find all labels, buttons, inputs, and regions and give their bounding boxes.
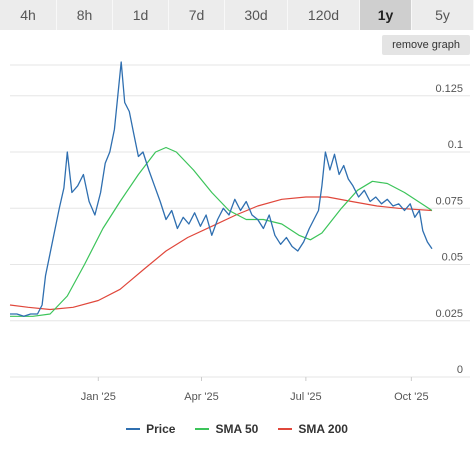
legend-label-price: Price <box>146 422 176 436</box>
tab-7d[interactable]: 7d <box>169 0 225 30</box>
y-tick-label: 0.05 <box>442 252 463 264</box>
legend-item-sma50[interactable]: SMA 50 <box>195 422 258 436</box>
legend-label-sma200: SMA 200 <box>298 422 348 436</box>
tab-8h[interactable]: 8h <box>57 0 113 30</box>
y-tick-label: 0.125 <box>435 83 463 95</box>
remove-graph-button[interactable]: remove graph <box>382 35 470 55</box>
legend-item-sma200[interactable]: SMA 200 <box>278 422 348 436</box>
x-tick-label: Jan '25 <box>81 391 116 403</box>
legend-label-sma50: SMA 50 <box>215 422 259 436</box>
tab-5y[interactable]: 5y <box>412 0 474 30</box>
x-tick-label: Jul '25 <box>290 391 321 403</box>
legend-item-price[interactable]: Price <box>126 422 175 436</box>
y-tick-label: 0.1 <box>448 139 463 151</box>
sma50-line-swatch <box>195 428 210 430</box>
price-line-swatch <box>126 428 141 430</box>
tab-1y[interactable]: 1y <box>360 0 412 30</box>
x-tick-label: Apr '25 <box>184 391 219 403</box>
tab-30d[interactable]: 30d <box>225 0 288 30</box>
price-chart: 0 0.025 0.05 0.075 0.1 0.125 Jan '25 Apr '25 Jul… <box>9 61 470 403</box>
chart-legend: Price SMA 50 SMA 200 <box>0 420 474 438</box>
y-tick-label: 0.075 <box>435 195 463 207</box>
x-tick-label: Oct '25 <box>394 391 429 403</box>
tab-120d[interactable]: 120d <box>288 0 360 30</box>
sma50-line <box>10 146 433 317</box>
tab-1d[interactable]: 1d <box>113 0 169 30</box>
sma200-line-swatch <box>278 428 293 430</box>
timeframe-tabs: 4h 8h 1d 7d 30d 120d 1y 5y <box>0 0 474 30</box>
sma200-line <box>9 196 433 311</box>
y-tick-label: 0.025 <box>435 308 463 320</box>
y-tick-label: 0 <box>457 364 463 376</box>
tab-4h[interactable]: 4h <box>0 0 57 30</box>
price-line <box>10 61 433 317</box>
